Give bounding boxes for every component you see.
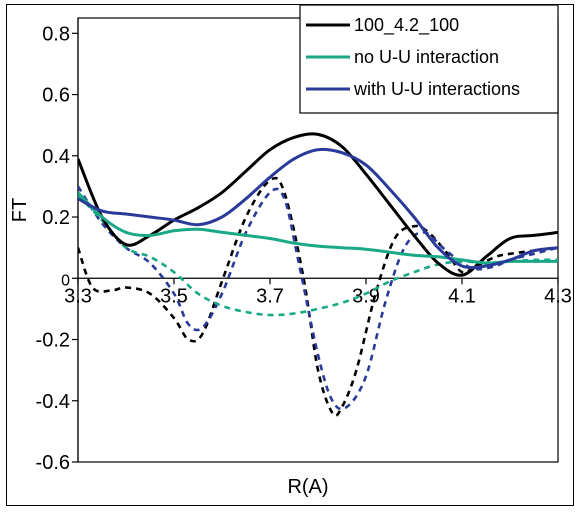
y-tick-label: 0 xyxy=(61,272,70,289)
y-tick-label: 0.6 xyxy=(42,85,70,107)
legend-label: no U-U interaction xyxy=(354,47,499,67)
x-tick-label: 3.9 xyxy=(352,285,380,307)
series-line-no-u-u-interaction xyxy=(78,191,558,265)
legend-label: 100_4.2_100 xyxy=(354,15,459,36)
legend-box xyxy=(299,4,559,114)
x-tick-label: 4.1 xyxy=(448,285,476,307)
x-axis-title: R(A) xyxy=(287,476,328,498)
y-tick-label: -0.6 xyxy=(36,452,70,474)
y-tick-label: -0.4 xyxy=(36,391,70,413)
series-line-100-4-2-100 xyxy=(78,132,558,277)
y-axis-title: FT xyxy=(9,198,31,222)
x-tick-label: 3.3 xyxy=(64,285,92,307)
x-tick-label: 4.3 xyxy=(544,285,572,307)
x-tick-label: 3.5 xyxy=(160,285,188,307)
y-tick-label: 0.8 xyxy=(42,23,70,45)
x-tick-label: 3.7 xyxy=(256,285,284,307)
y-tick-label: 0.4 xyxy=(42,146,70,168)
series-line-with-u-u-interactions xyxy=(78,147,558,270)
y-tick-label: 0.2 xyxy=(42,207,70,229)
series-line-dashed-4 xyxy=(78,185,558,411)
series-line-dashed-3 xyxy=(78,176,558,417)
legend-label: with U-U interactions xyxy=(353,79,520,99)
y-tick-label: -0.2 xyxy=(36,330,70,352)
